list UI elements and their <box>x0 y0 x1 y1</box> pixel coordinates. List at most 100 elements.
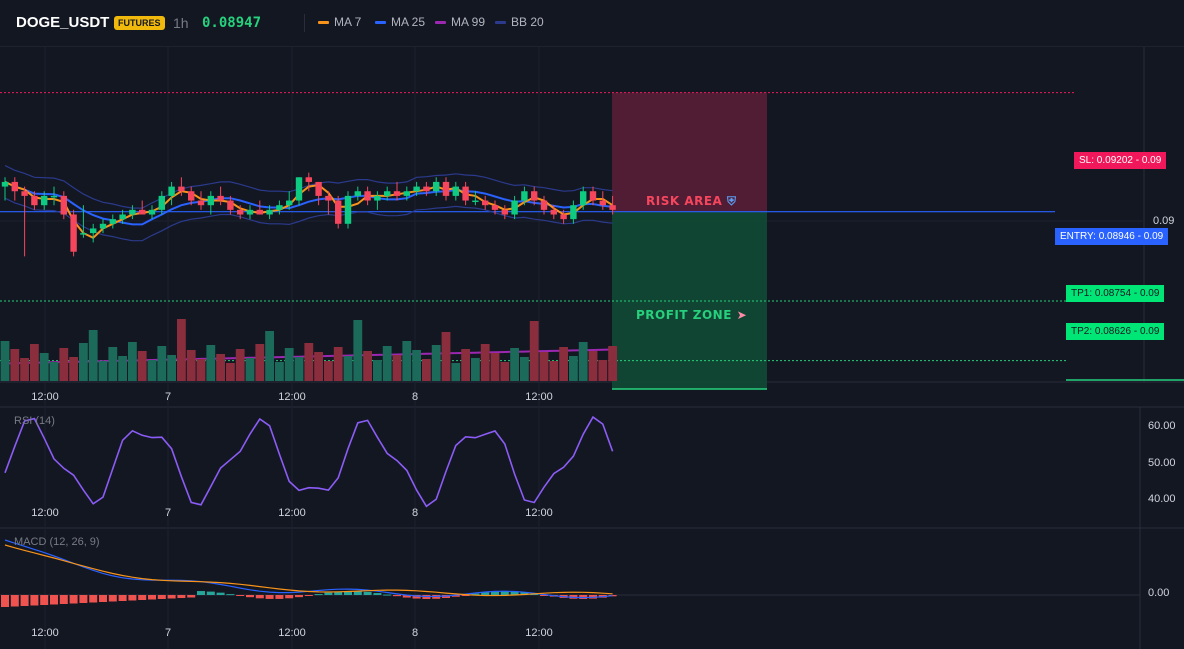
candle-body <box>99 223 107 229</box>
volume-bar <box>373 360 382 381</box>
volume-bar <box>118 356 127 381</box>
macd-histogram-bar <box>304 595 313 596</box>
macd-histogram-bar <box>471 593 480 595</box>
candle-body <box>325 195 332 201</box>
time-label: 8 <box>412 627 418 639</box>
candle-body <box>531 191 538 201</box>
macd-histogram-bar <box>344 591 352 595</box>
candle-body <box>139 209 146 215</box>
rsi-axis-50: 50.00 <box>1148 457 1176 469</box>
legend-ma25[interactable]: MA 25 <box>375 15 425 29</box>
volume-bar <box>128 342 137 381</box>
macd-histogram-bar <box>500 591 509 595</box>
shield-icon: ⛨ <box>727 194 737 208</box>
candle-body <box>80 233 87 235</box>
candle-body <box>462 186 469 201</box>
volume-bar <box>392 355 402 381</box>
macd-histogram-bar <box>99 595 107 602</box>
sl-price-label: SL: 0.09202 - 0.09 <box>1074 152 1167 169</box>
volume-bar <box>30 344 39 381</box>
macd-histogram-bar <box>187 595 196 598</box>
rocket-icon: ➤ <box>736 308 748 322</box>
volume-bar <box>578 342 588 381</box>
volume-bar <box>79 343 88 381</box>
macd-histogram-bar <box>324 592 333 595</box>
time-label: 12:00 <box>31 391 59 403</box>
macd-histogram-bar <box>579 595 588 599</box>
macd-histogram-bar <box>461 595 470 596</box>
macd-histogram-bar <box>50 595 58 605</box>
candle-body <box>580 191 587 206</box>
candle-body <box>21 191 28 196</box>
candle-body <box>491 205 499 210</box>
macd-histogram-bar <box>265 595 274 599</box>
timeframe-label[interactable]: 1h <box>173 15 189 31</box>
volume-bar <box>402 341 412 381</box>
candle-body <box>589 191 597 201</box>
macd-histogram-bar <box>10 595 19 607</box>
volume-bar <box>471 358 480 381</box>
macd-histogram-bar <box>79 595 88 603</box>
candle-body <box>570 205 577 220</box>
volume-bar <box>314 352 323 381</box>
time-label: 12:00 <box>278 391 306 403</box>
volume-bar <box>206 345 216 381</box>
volume-bar <box>324 361 333 381</box>
volume-bar <box>20 358 29 381</box>
volume-bar <box>235 349 245 381</box>
macd-histogram-bar <box>285 595 294 599</box>
candle-body <box>403 191 410 196</box>
candle-body <box>295 177 303 201</box>
candle-body <box>364 191 371 201</box>
macd-histogram-bar <box>246 595 254 598</box>
rsi-line <box>4 415 614 508</box>
volume-bar <box>461 349 470 381</box>
futures-badge: FUTURES <box>114 16 165 30</box>
time-label: 8 <box>412 391 418 403</box>
macd-title: MACD (12, 26, 9) <box>14 536 100 548</box>
macd-histogram-bar <box>383 594 392 596</box>
candle-body <box>1 181 9 187</box>
time-label: 12:00 <box>278 627 306 639</box>
candle-body <box>305 177 312 182</box>
last-price: 0.08947 <box>202 15 262 31</box>
volume-bar <box>137 351 147 381</box>
candle-body <box>413 186 420 192</box>
candle-body <box>158 195 165 210</box>
time-label: 7 <box>165 391 171 403</box>
macd-histogram-bar <box>275 595 284 599</box>
candle-body <box>550 209 557 215</box>
candle-body <box>266 209 273 215</box>
volume-bar <box>422 359 431 381</box>
rsi-axis-60: 60.00 <box>1148 420 1176 432</box>
candle-body <box>599 200 606 206</box>
volume-bar <box>59 348 69 381</box>
macd-histogram-bar <box>20 595 29 606</box>
legend-ma99[interactable]: MA 99 <box>435 15 485 29</box>
macd-histogram-bar <box>353 591 362 595</box>
volume-bar <box>216 354 225 381</box>
time-label: 12:00 <box>525 627 553 639</box>
macd-histogram-bar <box>30 595 39 606</box>
volume-bar <box>363 351 372 381</box>
candle-body <box>472 200 479 203</box>
candle-body <box>197 200 205 206</box>
volume-bar <box>49 362 59 381</box>
macd-histogram-bar <box>177 595 186 598</box>
volume-bar <box>382 346 392 381</box>
candle-body <box>109 219 116 224</box>
candle-body <box>11 181 18 192</box>
time-label: 12:00 <box>525 391 553 403</box>
volume-bar <box>10 349 20 381</box>
candle-body <box>70 214 77 252</box>
macd-histogram-bar <box>334 591 343 595</box>
rsi-title: RSI (14) <box>14 415 55 427</box>
volume-bar <box>441 332 451 381</box>
candle-body <box>60 195 67 215</box>
legend-bb20[interactable]: BB 20 <box>495 15 544 29</box>
price-axis-tick: 0.09 <box>1153 215 1175 227</box>
legend-ma7[interactable]: MA 7 <box>318 15 361 29</box>
time-label: 7 <box>165 507 171 519</box>
symbol-name[interactable]: DOGE_USDT <box>16 14 110 31</box>
